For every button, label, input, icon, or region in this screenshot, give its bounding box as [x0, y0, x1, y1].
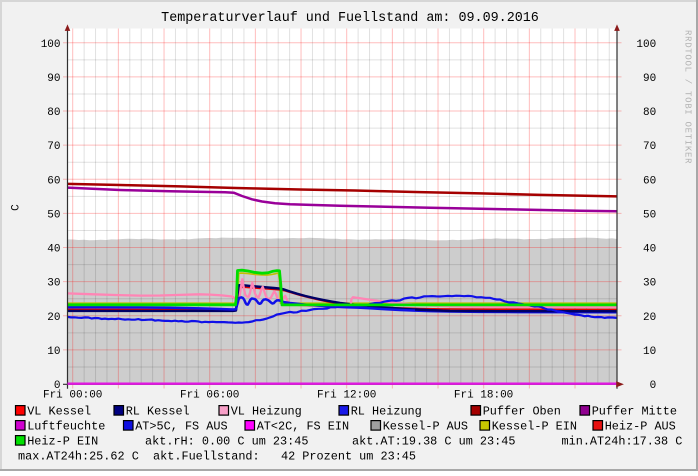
svg-text:70: 70: [643, 141, 656, 153]
svg-text:50: 50: [47, 209, 60, 221]
svg-text:min.AT24h:17.38 C: min.AT24h:17.38 C: [562, 435, 683, 449]
svg-text:Kessel-P AUS: Kessel-P AUS: [383, 420, 468, 434]
svg-text:100: 100: [41, 39, 61, 51]
svg-text:10: 10: [643, 346, 656, 358]
svg-text:80: 80: [643, 107, 656, 119]
svg-text:Puffer Mitte: Puffer Mitte: [592, 405, 677, 419]
svg-text:Fri 06:00: Fri 06:00: [180, 390, 239, 402]
svg-text:VL Heizung: VL Heizung: [231, 405, 302, 419]
svg-text:30: 30: [47, 278, 60, 290]
svg-text:20: 20: [47, 312, 60, 324]
svg-text:Kessel-P EIN: Kessel-P EIN: [492, 420, 577, 434]
svg-text:max.AT24h:25.62 C akt.Fuellst: max.AT24h:25.62 C akt.Fuellstand: 42 Pro…: [18, 450, 416, 464]
svg-text:Puffer Oben: Puffer Oben: [483, 405, 561, 419]
svg-text:60: 60: [47, 175, 60, 187]
svg-text:20: 20: [643, 312, 656, 324]
svg-text:10: 10: [47, 346, 60, 358]
svg-text:90: 90: [47, 73, 60, 85]
svg-text:VL Kessel: VL Kessel: [27, 405, 91, 419]
svg-text:0: 0: [54, 380, 61, 392]
svg-text:Fri 18:00: Fri 18:00: [454, 390, 513, 402]
svg-text:AT<2C, FS EIN: AT<2C, FS EIN: [257, 420, 349, 434]
svg-text:RRDTOOL / TOBI OETIKER: RRDTOOL / TOBI OETIKER: [683, 30, 693, 164]
svg-text:60: 60: [643, 175, 656, 187]
svg-text:RL Kessel: RL Kessel: [126, 405, 190, 419]
svg-text:90: 90: [643, 73, 656, 85]
svg-text:akt.rH: 0.00 C um 23:45: akt.rH: 0.00 C um 23:45: [145, 435, 308, 449]
svg-text:40: 40: [47, 244, 60, 256]
svg-text:Fri 00:00: Fri 00:00: [43, 390, 102, 402]
svg-text:50: 50: [643, 209, 656, 221]
svg-text:40: 40: [643, 244, 656, 256]
svg-text:100: 100: [636, 39, 656, 51]
svg-text:Luftfeuchte: Luftfeuchte: [27, 420, 105, 434]
svg-text:Fri 12:00: Fri 12:00: [317, 390, 376, 402]
svg-text:70: 70: [47, 141, 60, 153]
svg-text:80: 80: [47, 107, 60, 119]
svg-text:Heiz-P EIN: Heiz-P EIN: [27, 435, 98, 449]
svg-text:C: C: [11, 204, 23, 211]
svg-text:Temperaturverlauf und Fuellsta: Temperaturverlauf und Fuellstand am: 09.…: [161, 11, 539, 26]
svg-text:akt.AT:19.38 C um 23:45: akt.AT:19.38 C um 23:45: [352, 435, 515, 449]
svg-text:RL Heizung: RL Heizung: [351, 405, 422, 419]
svg-text:Heiz-P AUS: Heiz-P AUS: [605, 420, 676, 434]
svg-text:0: 0: [650, 380, 657, 392]
svg-text:AT>5C, FS AUS: AT>5C, FS AUS: [135, 420, 227, 434]
svg-text:30: 30: [643, 278, 656, 290]
